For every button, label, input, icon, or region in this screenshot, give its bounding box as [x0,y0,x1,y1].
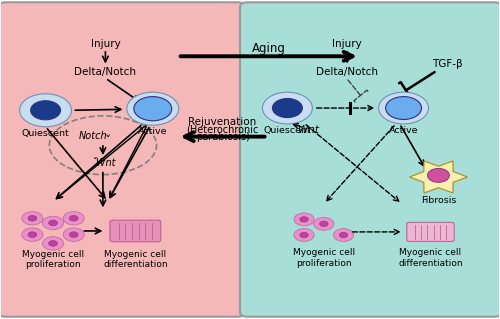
Text: Delta/Notch: Delta/Notch [316,67,378,77]
Circle shape [294,229,314,241]
Text: Wnt: Wnt [298,125,320,135]
Text: Quiescent: Quiescent [22,129,70,137]
Text: Myogenic cell
proliferation: Myogenic cell proliferation [292,248,355,268]
Circle shape [386,97,422,120]
Circle shape [300,232,308,238]
FancyBboxPatch shape [0,2,245,317]
Circle shape [300,217,308,222]
Circle shape [294,213,314,226]
Text: Myogenic cell
proliferation: Myogenic cell proliferation [22,250,84,269]
Text: Aging: Aging [252,42,286,56]
Circle shape [30,101,60,120]
Circle shape [20,94,72,127]
FancyBboxPatch shape [110,220,160,242]
Text: Injury: Injury [332,39,362,48]
Circle shape [42,216,64,230]
Text: Active: Active [389,126,418,135]
Circle shape [48,241,58,246]
Text: (Heterochronic: (Heterochronic [186,124,259,134]
Text: Active: Active [138,127,168,136]
Text: ˇWnt: ˇWnt [90,158,115,168]
Circle shape [314,218,334,230]
Text: Notch: Notch [78,131,107,141]
Circle shape [63,211,84,225]
Circle shape [428,168,450,182]
Text: Quiescent: Quiescent [264,126,312,135]
Circle shape [320,221,328,226]
Circle shape [42,237,64,250]
Text: parabiosis): parabiosis) [196,132,250,142]
Circle shape [334,229,353,241]
Circle shape [134,97,172,121]
Text: ˇ: ˇ [105,135,111,148]
Text: TGF-β: TGF-β [432,59,462,69]
Circle shape [378,92,428,124]
Text: Rejuvenation: Rejuvenation [188,117,256,127]
Circle shape [22,228,43,241]
Circle shape [70,215,78,221]
FancyBboxPatch shape [240,2,500,317]
Circle shape [28,232,37,237]
Text: Myogenic cell
differentiation: Myogenic cell differentiation [398,248,463,268]
Text: Myogenic cell
differentiation: Myogenic cell differentiation [103,250,168,269]
FancyBboxPatch shape [407,222,454,241]
Text: Delta/Notch: Delta/Notch [74,67,136,77]
Circle shape [262,92,312,124]
Circle shape [63,228,84,241]
Circle shape [22,211,43,225]
Circle shape [340,232,348,238]
Circle shape [28,215,37,221]
Text: Injury: Injury [90,39,120,48]
Circle shape [272,99,302,118]
Circle shape [70,232,78,237]
Text: Fibrosis: Fibrosis [421,196,456,205]
Circle shape [127,92,178,125]
Circle shape [48,220,58,226]
Polygon shape [410,161,468,193]
